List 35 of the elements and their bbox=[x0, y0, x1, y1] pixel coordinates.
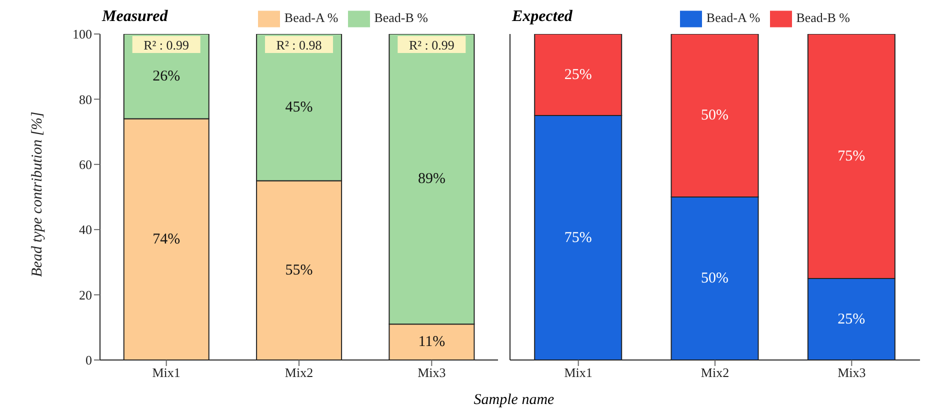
data-label: 45% bbox=[285, 99, 313, 116]
legend-label: Bead-B % bbox=[796, 10, 850, 25]
x-tick-label: Mix1 bbox=[564, 365, 592, 380]
x-tick-label: Mix2 bbox=[284, 365, 314, 380]
x-axis-title: Sample name bbox=[472, 392, 556, 409]
x-tick-label: Mix3 bbox=[418, 365, 446, 380]
data-label: 74% bbox=[152, 231, 180, 248]
data-label: 75% bbox=[564, 230, 592, 246]
legend-label: Bead-A % bbox=[706, 10, 760, 25]
data-label: 25% bbox=[564, 66, 592, 83]
y-tick-label: 0 bbox=[86, 352, 92, 368]
x-tick-label: Mix3 bbox=[838, 365, 866, 380]
data-label: 50% bbox=[701, 270, 729, 286]
x-tick-label: Mix1 bbox=[152, 365, 180, 380]
chart-title: Measured bbox=[102, 8, 168, 26]
y-tick-label: 40 bbox=[79, 222, 92, 238]
annotation: R² : 0.99 bbox=[144, 38, 190, 52]
annotation: R² : 0.99 bbox=[408, 38, 454, 52]
annotation: R² : 0.98 bbox=[276, 38, 322, 52]
data-label: 25% bbox=[838, 311, 866, 328]
y-tick-label: 20 bbox=[79, 287, 92, 302]
data-label: 89% bbox=[418, 171, 446, 188]
data-label: 75% bbox=[838, 148, 866, 164]
y-tick-label: 100 bbox=[72, 26, 92, 42]
y-tick-label: 80 bbox=[79, 92, 92, 107]
data-label: 11% bbox=[418, 334, 446, 350]
y-tick-label: 60 bbox=[79, 157, 92, 172]
data-label: 55% bbox=[285, 262, 313, 278]
chart-title: Expected bbox=[512, 8, 572, 26]
legend-label: Bead-B % bbox=[374, 10, 428, 25]
y-axis-title: Bead type contribution [%] bbox=[29, 111, 46, 277]
legend-label: Bead-A % bbox=[284, 10, 338, 25]
x-tick-label: Mix2 bbox=[700, 365, 730, 380]
data-label: 50% bbox=[701, 108, 729, 124]
data-label: 26% bbox=[152, 68, 180, 84]
